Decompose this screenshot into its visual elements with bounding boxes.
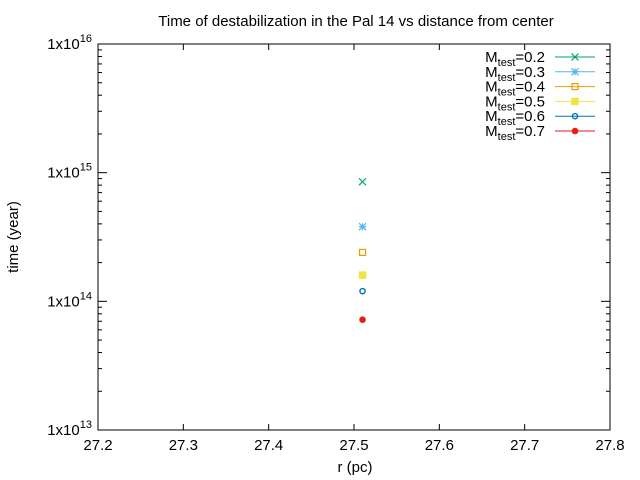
data-point [358, 177, 367, 186]
x-tick-label: 27.6 [425, 437, 454, 454]
x-axis: 27.2 27.3 27.4 27.5 27.6 27.7 27.8 [83, 44, 625, 454]
y-tick-label: 1x1014 [47, 290, 92, 310]
legend-marker [571, 67, 579, 76]
data-points [358, 177, 367, 323]
data-point [358, 222, 367, 231]
x-tick-label: 27.3 [169, 437, 198, 454]
y-axis-label: time (year) [5, 201, 22, 273]
legend-label: Mtest=0.7 [485, 123, 545, 143]
data-point [358, 248, 367, 257]
x-axis-label: r (pc) [338, 459, 373, 476]
legend-label: Mtest=0.5 [485, 93, 545, 113]
x-tick-label: 27.8 [595, 437, 624, 454]
y-tick-label: 1x1015 [47, 162, 92, 182]
legend: Mtest=0.2Mtest=0.3Mtest=0.4Mtest=0.5Mtes… [485, 49, 595, 143]
legend-marker [571, 97, 579, 106]
chart-title: Time of destabilization in the Pal 14 vs… [158, 13, 553, 30]
legend-marker [571, 82, 579, 91]
legend-label: Mtest=0.6 [485, 108, 545, 128]
data-point [359, 316, 366, 323]
legend-marker [571, 127, 579, 135]
data-point [358, 271, 367, 279]
legend-label: Mtest=0.4 [485, 79, 545, 99]
y-tick-label: 1x1016 [47, 33, 92, 53]
y-tick-label: 1x1013 [47, 419, 92, 439]
y-axis: 1x1013 1x1014 1x1015 1x1016 [47, 33, 610, 439]
legend-label: Mtest=0.3 [485, 64, 545, 84]
x-tick-label: 27.4 [254, 437, 283, 454]
x-tick-label: 27.5 [339, 437, 368, 454]
x-tick-label: 27.7 [510, 437, 539, 454]
data-point [359, 287, 366, 295]
legend-label: Mtest=0.2 [485, 49, 545, 69]
legend-marker [571, 112, 579, 120]
x-tick-label: 27.2 [83, 437, 112, 454]
legend-marker [571, 53, 579, 61]
